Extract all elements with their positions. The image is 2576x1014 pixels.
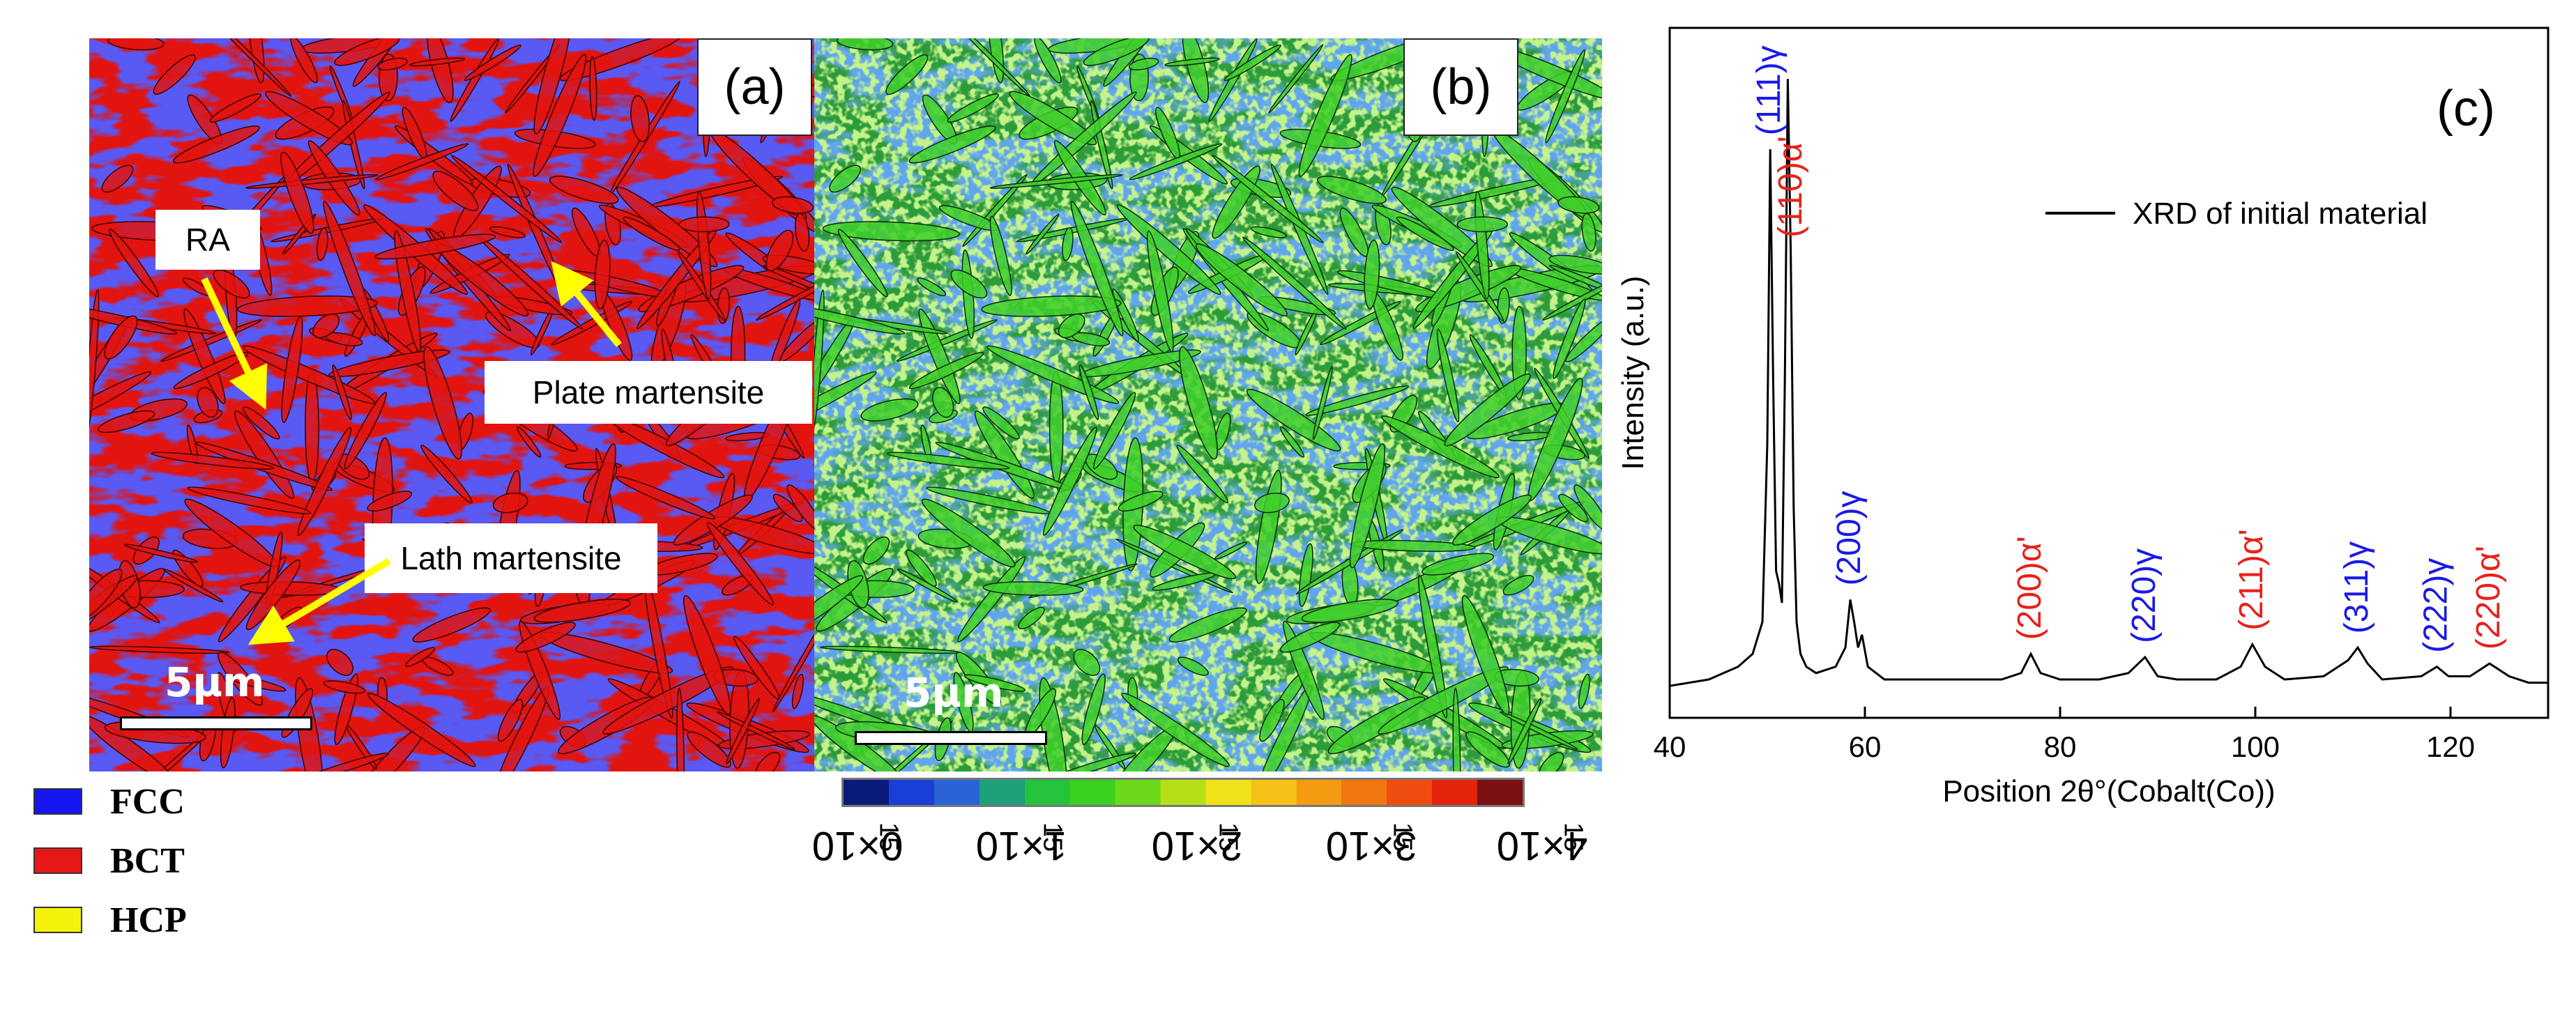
colorbar-tick-2: 2×10 15: [1151, 822, 1243, 868]
x-tick-label: 120: [2426, 730, 2475, 763]
colorbar-tick-3: 3×10 15: [1325, 822, 1417, 868]
chart-legend-label: XRD of initial material: [2133, 197, 2428, 231]
legend-swatch-hcp: [33, 907, 82, 933]
peak-label: (220)α': [2470, 546, 2507, 650]
ra-callout: RA: [155, 210, 260, 270]
x-tick-label: 100: [2231, 730, 2280, 763]
panel-a-label: (a): [697, 38, 812, 136]
lath-martensite-callout: Lath martensite: [365, 523, 657, 593]
xrd-series-line: [1669, 79, 2548, 687]
plate-martensite-callout: Plate martensite: [485, 361, 812, 424]
legend-label-hcp: HCP: [110, 900, 187, 940]
panel-a-scale-bar: [120, 716, 312, 730]
x-ticks: 40 60 80 100 120: [1654, 707, 2475, 763]
peak-label: (111)γ: [1751, 45, 1788, 135]
x-tick-label: 60: [1849, 730, 1882, 763]
peak-label: (200)α': [2011, 536, 2048, 640]
xrd-chart: 40 60 80 100 120 (111)γ(110)α'(200)γ (200)α'(…: [1616, 26, 2550, 808]
legend-label-bct: BCT: [110, 840, 185, 881]
plot-frame: [1668, 26, 2550, 719]
peak-labels: (111)γ(110)α' (200)γ (200)α' (220)γ (211)α' (…: [1751, 45, 2507, 652]
x-axis-label: Position 2θ°(Cobalt(Co)): [1942, 774, 2275, 808]
peak-label: (311)γ: [2338, 541, 2375, 634]
y-axis-label: Intensity (a.u.): [1616, 276, 1650, 470]
dislocation-map-panel: (b) 5µm: [814, 38, 1602, 771]
dislocation-map-image: [814, 38, 1602, 771]
phase-map-panel: (a) RA Plate martensite Lath martensite …: [89, 38, 814, 771]
legend-swatch-fcc: [33, 788, 82, 815]
x-tick-label: 40: [1654, 730, 1686, 763]
legend-swatch-bct: [33, 847, 82, 874]
panel-b-scale-bar: [855, 731, 1047, 745]
legend-item-bct: BCT: [33, 840, 185, 882]
density-colorbar: [841, 778, 1525, 807]
panel-a-scale-label: 5µm: [165, 659, 265, 706]
legend-item-hcp: HCP: [33, 899, 187, 941]
panel-b-scale-label: 5µm: [904, 669, 1004, 716]
peak-label: (110)α': [1772, 136, 1809, 237]
x-tick-label: 80: [2044, 730, 2077, 763]
peak-label: (220)γ: [2126, 548, 2163, 643]
colorbar-tick-0: 0×10 15: [811, 822, 904, 868]
colorbar-tick-1: 1×10 15: [975, 822, 1067, 868]
peak-label: (222)γ: [2417, 558, 2454, 653]
panel-c-label: (c): [2437, 81, 2495, 137]
legend-label-fcc: FCC: [110, 781, 185, 822]
legend-item-fcc: FCC: [33, 781, 185, 822]
peak-label: (211)α': [2233, 529, 2270, 630]
peak-label: (200)γ: [1831, 491, 1868, 585]
panel-b-label: (b): [1403, 38, 1518, 136]
